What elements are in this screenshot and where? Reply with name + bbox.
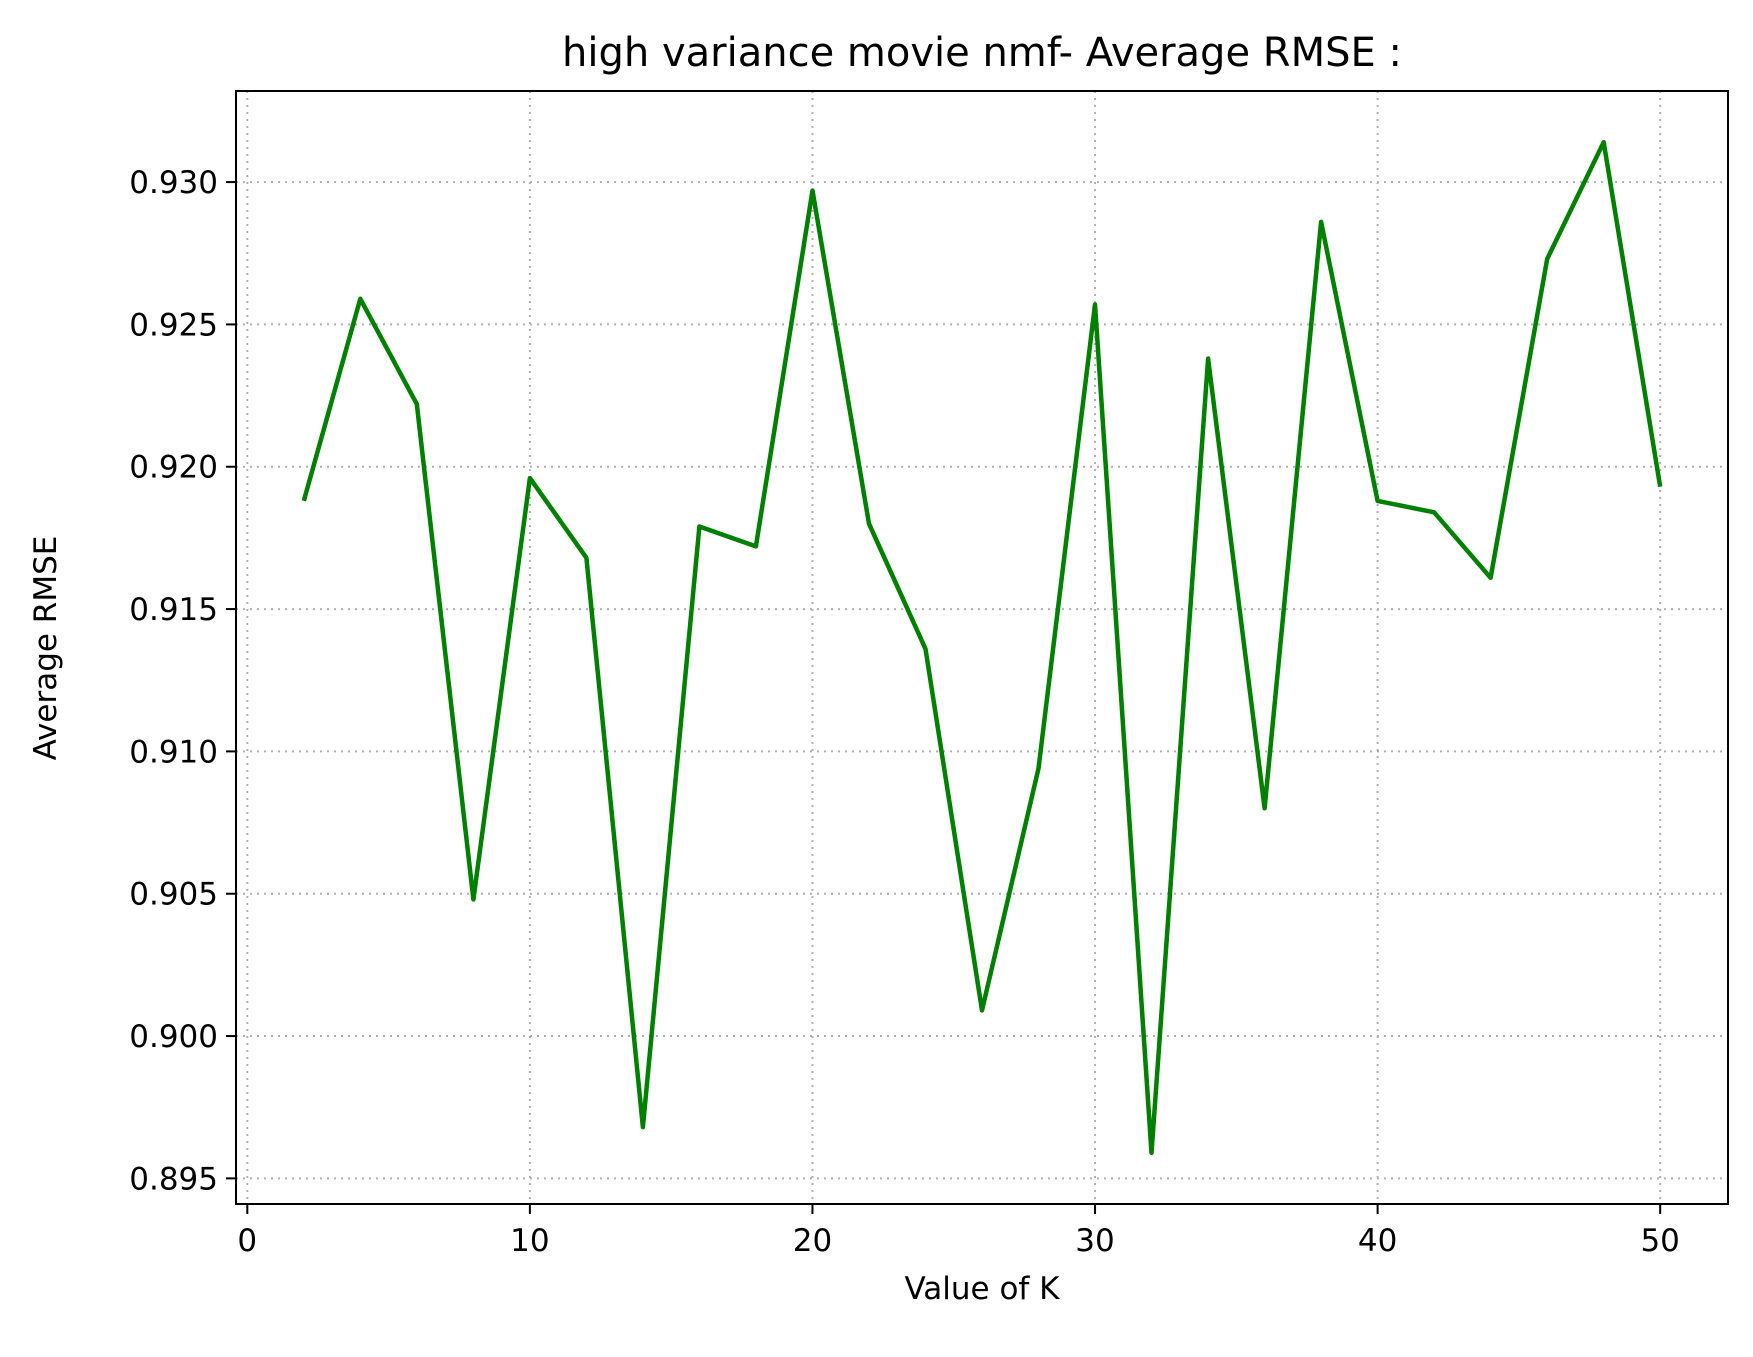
y-tick-label: 0.925 <box>129 307 218 343</box>
chart-title: high variance movie nmf- Average RMSE : <box>562 30 1402 76</box>
x-axis-label: Value of K <box>904 1271 1060 1307</box>
x-axis-ticks: 0 10 20 30 40 50 <box>237 1204 1680 1259</box>
y-axis-label: Average RMSE <box>28 536 64 761</box>
rmse-series-line <box>301 139 1663 1156</box>
x-tick-label: 20 <box>793 1223 832 1259</box>
x-tick-label: 0 <box>237 1223 257 1259</box>
x-tick-label: 40 <box>1358 1223 1397 1259</box>
grid-lines <box>236 91 1728 1204</box>
x-tick-label: 30 <box>1075 1223 1114 1259</box>
y-tick-label: 0.895 <box>129 1161 218 1197</box>
y-tick-label: 0.900 <box>129 1019 218 1055</box>
plot-frame <box>235 90 1729 1205</box>
series-layer <box>301 139 1663 1156</box>
x-tick-label: 10 <box>510 1223 549 1259</box>
y-tick-label: 0.910 <box>129 734 218 770</box>
x-tick-label: 50 <box>1640 1223 1679 1259</box>
y-tick-label: 0.920 <box>129 450 218 486</box>
y-tick-label: 0.905 <box>129 877 218 913</box>
y-tick-label: 0.915 <box>129 592 218 628</box>
y-axis-ticks: 0.895 0.900 0.905 0.910 0.915 0.920 0.925 0.930 <box>129 165 236 1197</box>
y-tick-label: 0.930 <box>129 165 218 201</box>
